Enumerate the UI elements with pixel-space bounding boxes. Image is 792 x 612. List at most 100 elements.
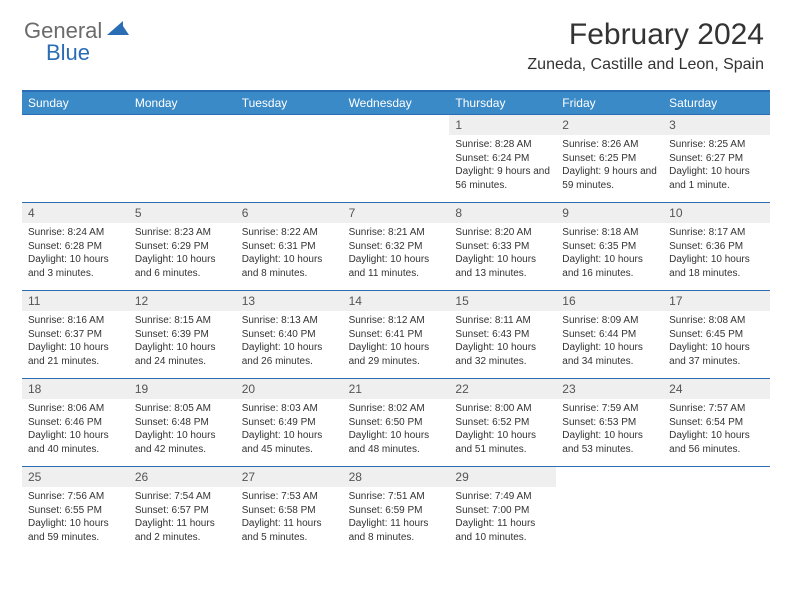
daylight-text: Daylight: 10 hours and 56 minutes. xyxy=(669,429,764,456)
daylight-text: Daylight: 11 hours and 5 minutes. xyxy=(242,517,337,544)
day-number: 10 xyxy=(663,203,770,223)
day-cell: 14Sunrise: 8:12 AMSunset: 6:41 PMDayligh… xyxy=(343,290,450,378)
day-cell: 11Sunrise: 8:16 AMSunset: 6:37 PMDayligh… xyxy=(22,290,129,378)
daylight-text: Daylight: 10 hours and 16 minutes. xyxy=(562,253,657,280)
day-number: 9 xyxy=(556,203,663,223)
sunset-text: Sunset: 6:43 PM xyxy=(455,328,550,342)
weekday-header: Monday xyxy=(129,92,236,114)
day-info: Sunrise: 8:11 AMSunset: 6:43 PMDaylight:… xyxy=(449,311,556,374)
day-number: 2 xyxy=(556,115,663,135)
sunrise-text: Sunrise: 8:24 AM xyxy=(28,226,123,240)
day-cell: 28 Sunrise: 7:51 AMSunset: 6:59 PMDayligh… xyxy=(343,466,450,554)
page-header: General Blue February 2024 Zuneda, Casti… xyxy=(0,0,792,80)
sunrise-text: Sunrise: 8:03 AM xyxy=(242,402,337,416)
day-number: 6 xyxy=(236,203,343,223)
day-cell: 29Sunrise: 7:49 AMSunset: 7:00 PMDayligh… xyxy=(449,466,556,554)
weekday-header-row: Sunday Monday Tuesday Wednesday Thursday… xyxy=(22,92,770,114)
sunset-text: Sunset: 6:41 PM xyxy=(349,328,444,342)
day-number: 21 xyxy=(343,379,450,399)
sunset-text: Sunset: 6:57 PM xyxy=(135,504,230,518)
sunset-text: Sunset: 6:28 PM xyxy=(28,240,123,254)
sunrise-text: Sunrise: 7:49 AM xyxy=(455,490,550,504)
sunrise-text: Sunrise: 8:26 AM xyxy=(562,138,657,152)
day-cell: 19Sunrise: 8:05 AMSunset: 6:48 PMDayligh… xyxy=(129,378,236,466)
day-number: 15 xyxy=(449,291,556,311)
day-cell: 6Sunrise: 8:22 AMSunset: 6:31 PMDaylight… xyxy=(236,202,343,290)
day-info: Sunrise: 7:56 AMSunset: 6:55 PMDaylight:… xyxy=(22,487,129,550)
day-cell: 8Sunrise: 8:20 AMSunset: 6:33 PMDaylight… xyxy=(449,202,556,290)
sunrise-text: Sunrise: 7:51 AM xyxy=(349,490,444,504)
day-info: Sunrise: 8:02 AMSunset: 6:50 PMDaylight:… xyxy=(343,399,450,462)
day-info: Sunrise: 7:54 AMSunset: 6:57 PMDaylight:… xyxy=(129,487,236,550)
sunset-text: Sunset: 6:46 PM xyxy=(28,416,123,430)
day-info: Sunrise: 8:05 AMSunset: 6:48 PMDaylight:… xyxy=(129,399,236,462)
sunrise-text: Sunrise: 7:56 AM xyxy=(28,490,123,504)
daylight-text: Daylight: 10 hours and 37 minutes. xyxy=(669,341,764,368)
daylight-text: Daylight: 11 hours and 8 minutes. xyxy=(349,517,444,544)
day-info: Sunrise: 8:09 AMSunset: 6:44 PMDaylight:… xyxy=(556,311,663,374)
daylight-text: Daylight: 10 hours and 40 minutes. xyxy=(28,429,123,456)
daylight-text: Daylight: 11 hours and 10 minutes. xyxy=(455,517,550,544)
day-info: Sunrise: 8:28 AMSunset: 6:24 PMDaylight:… xyxy=(449,135,556,198)
sunset-text: Sunset: 6:48 PM xyxy=(135,416,230,430)
sunset-text: Sunset: 6:59 PM xyxy=(349,504,444,518)
day-number: 18 xyxy=(22,379,129,399)
day-info: Sunrise: 7:57 AMSunset: 6:54 PMDaylight:… xyxy=(663,399,770,462)
daylight-text: Daylight: 10 hours and 29 minutes. xyxy=(349,341,444,368)
day-info: Sunrise: 7:53 AMSunset: 6:58 PMDaylight:… xyxy=(236,487,343,550)
day-info: Sunrise: 8:13 AMSunset: 6:40 PMDaylight:… xyxy=(236,311,343,374)
day-cell: 13Sunrise: 8:13 AMSunset: 6:40 PMDayligh… xyxy=(236,290,343,378)
sunset-text: Sunset: 6:31 PM xyxy=(242,240,337,254)
sunset-text: Sunset: 6:32 PM xyxy=(349,240,444,254)
daylight-text: Daylight: 10 hours and 1 minute. xyxy=(669,165,764,192)
day-cell: 26Sunrise: 7:54 AMSunset: 6:57 PMDayligh… xyxy=(129,466,236,554)
sunrise-text: Sunrise: 8:00 AM xyxy=(455,402,550,416)
day-info: Sunrise: 8:23 AMSunset: 6:29 PMDaylight:… xyxy=(129,223,236,286)
sunrise-text: Sunrise: 8:08 AM xyxy=(669,314,764,328)
daylight-text: Daylight: 10 hours and 3 minutes. xyxy=(28,253,123,280)
sunset-text: Sunset: 6:52 PM xyxy=(455,416,550,430)
day-number: 17 xyxy=(663,291,770,311)
day-cell: 1Sunrise: 8:28 AMSunset: 6:24 PMDaylight… xyxy=(449,114,556,202)
day-number: 4 xyxy=(22,203,129,223)
calendar: Sunday Monday Tuesday Wednesday Thursday… xyxy=(22,90,770,554)
empty-day-cell xyxy=(343,114,450,202)
sunrise-text: Sunrise: 7:57 AM xyxy=(669,402,764,416)
day-number: 29 xyxy=(449,467,556,487)
day-cell: 2Sunrise: 8:26 AMSunset: 6:25 PMDaylight… xyxy=(556,114,663,202)
day-info: Sunrise: 8:21 AMSunset: 6:32 PMDaylight:… xyxy=(343,223,450,286)
day-cell: 3Sunrise: 8:25 AMSunset: 6:27 PMDaylight… xyxy=(663,114,770,202)
sunrise-text: Sunrise: 8:28 AM xyxy=(455,138,550,152)
day-number: 19 xyxy=(129,379,236,399)
day-cell: 22Sunrise: 8:00 AMSunset: 6:52 PMDayligh… xyxy=(449,378,556,466)
daylight-text: Daylight: 10 hours and 51 minutes. xyxy=(455,429,550,456)
day-number: 12 xyxy=(129,291,236,311)
empty-day-cell xyxy=(129,114,236,202)
weekday-header: Wednesday xyxy=(343,92,450,114)
daylight-text: Daylight: 10 hours and 21 minutes. xyxy=(28,341,123,368)
sunset-text: Sunset: 6:54 PM xyxy=(669,416,764,430)
day-number: 8 xyxy=(449,203,556,223)
logo-triangle-icon xyxy=(107,19,129,40)
day-info: Sunrise: 7:59 AMSunset: 6:53 PMDaylight:… xyxy=(556,399,663,462)
day-number: 28 xyxy=(343,467,450,487)
empty-day-cell xyxy=(663,466,770,554)
daylight-text: Daylight: 10 hours and 48 minutes. xyxy=(349,429,444,456)
daylight-text: Daylight: 11 hours and 2 minutes. xyxy=(135,517,230,544)
sunset-text: Sunset: 6:50 PM xyxy=(349,416,444,430)
weekday-header: Tuesday xyxy=(236,92,343,114)
day-cell: 23Sunrise: 7:59 AMSunset: 6:53 PMDayligh… xyxy=(556,378,663,466)
day-cell: 20Sunrise: 8:03 AMSunset: 6:49 PMDayligh… xyxy=(236,378,343,466)
day-info: Sunrise: 8:15 AMSunset: 6:39 PMDaylight:… xyxy=(129,311,236,374)
sunrise-text: Sunrise: 8:21 AM xyxy=(349,226,444,240)
sunrise-text: Sunrise: 8:02 AM xyxy=(349,402,444,416)
sunrise-text: Sunrise: 8:15 AM xyxy=(135,314,230,328)
sunset-text: Sunset: 6:37 PM xyxy=(28,328,123,342)
day-number: 25 xyxy=(22,467,129,487)
sunrise-text: Sunrise: 8:16 AM xyxy=(28,314,123,328)
day-cell: 27Sunrise: 7:53 AMSunset: 6:58 PMDayligh… xyxy=(236,466,343,554)
sunset-text: Sunset: 6:24 PM xyxy=(455,152,550,166)
day-cell: 16Sunrise: 8:09 AMSunset: 6:44 PMDayligh… xyxy=(556,290,663,378)
day-number: 13 xyxy=(236,291,343,311)
sunset-text: Sunset: 6:35 PM xyxy=(562,240,657,254)
